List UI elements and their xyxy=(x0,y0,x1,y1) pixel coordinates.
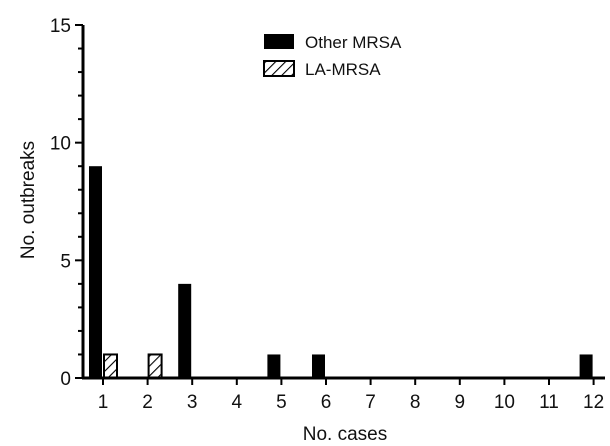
bar-la-mrsa xyxy=(147,353,163,380)
bar-other-mrsa xyxy=(178,283,192,378)
x-tick-label: 1 xyxy=(98,392,109,413)
x-tick-label: 12 xyxy=(583,392,604,413)
y-axis-title: No. outbreaks xyxy=(18,141,39,259)
bar-other-mrsa xyxy=(579,354,593,378)
bar-other-mrsa xyxy=(267,354,281,378)
x-tick-label: 11 xyxy=(539,392,559,413)
x-tick-label: 3 xyxy=(187,392,198,413)
x-axis-title: No. cases xyxy=(303,424,387,445)
x-tick-label: 2 xyxy=(142,392,153,413)
y-tick-label: 15 xyxy=(50,16,71,37)
legend-label-other-mrsa: Other MRSA xyxy=(305,33,402,52)
legend-label-la-mrsa: LA-MRSA xyxy=(305,60,381,79)
y-tick-label: 10 xyxy=(50,134,71,155)
bar-other-mrsa xyxy=(89,166,102,378)
y-tick-label: 5 xyxy=(60,251,71,272)
bar-other-mrsa xyxy=(312,354,325,378)
x-tick-label: 10 xyxy=(494,392,515,413)
y-tick-label: 0 xyxy=(60,369,71,390)
x-tick-label: 7 xyxy=(365,392,376,413)
bars xyxy=(89,166,593,380)
legend-swatch-other-mrsa xyxy=(264,34,294,49)
x-tick-label: 8 xyxy=(410,392,421,413)
x-tick-label: 4 xyxy=(232,392,243,413)
x-tick-label: 6 xyxy=(321,392,332,413)
x-tick-label: 5 xyxy=(276,392,287,413)
legend-swatch-la-mrsa xyxy=(263,60,295,77)
x-tick-label: 9 xyxy=(455,392,466,413)
bar-la-mrsa xyxy=(103,353,118,380)
legend: Other MRSA LA-MRSA xyxy=(263,33,402,79)
